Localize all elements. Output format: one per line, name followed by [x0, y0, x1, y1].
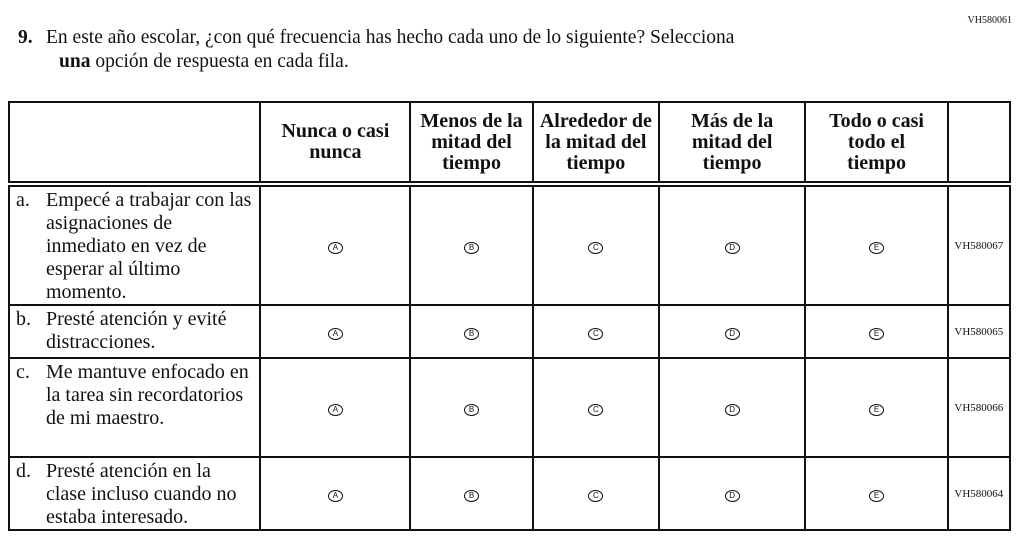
option-cell: C: [531, 456, 660, 531]
option-cell: E: [804, 456, 949, 531]
option-cell: E: [804, 357, 949, 458]
item-code: VH580065: [946, 304, 1012, 359]
statement-letter: a.: [16, 189, 30, 211]
statement-letter: b.: [16, 308, 31, 330]
header-blank: [7, 101, 262, 187]
radio-option-e[interactable]: E: [869, 403, 884, 416]
radio-option-c[interactable]: C: [588, 327, 604, 340]
statement-letter: d.: [16, 460, 31, 482]
header-option-e: Todo o casi todo el tiempo: [804, 101, 949, 187]
question-line2: opción de respuesta en cada fila.: [90, 51, 349, 72]
statement-cell: c. Me mantuve enfocado en la tarea sin re…: [7, 357, 262, 458]
question-emphasis: una: [59, 51, 91, 72]
table-row: c. Me mantuve enfocado en la tarea sin re…: [7, 357, 1012, 458]
radio-option-d[interactable]: D: [724, 241, 740, 254]
option-cell: D: [657, 183, 807, 306]
statement-text: Presté atención en la clase incluso cuan…: [46, 460, 237, 528]
header-code: [946, 101, 1012, 187]
radio-option-a[interactable]: A: [327, 327, 343, 340]
statement-text: Empecé a trabajar con las asignaciones d…: [46, 189, 252, 303]
option-cell: A: [259, 456, 412, 531]
option-cell: D: [657, 456, 807, 531]
question-code: VH580061: [967, 15, 1012, 26]
option-cell: E: [804, 304, 949, 359]
radio-option-c[interactable]: C: [588, 489, 604, 502]
question-number: 9.: [18, 27, 33, 48]
option-cell: C: [531, 357, 660, 458]
statement-cell: a. Empecé a trabajar con las asignaciones…: [7, 183, 262, 306]
statement-text: Me mantuve enfocado en la tarea sin reco…: [46, 361, 249, 429]
statement-cell: b. Presté atención y evité distracciones.: [7, 304, 262, 359]
option-cell: B: [409, 357, 534, 458]
table-row: d. Presté atención en la clase incluso cu…: [7, 456, 1012, 531]
option-cell: B: [409, 456, 534, 531]
option-cell: D: [657, 304, 807, 359]
radio-option-b[interactable]: B: [464, 403, 480, 416]
statement-letter: c.: [16, 361, 30, 383]
radio-option-d[interactable]: D: [724, 327, 740, 340]
header-option-d: Más de la mitad del tiempo: [657, 101, 807, 187]
radio-option-a[interactable]: A: [327, 241, 343, 254]
header-row: Nunca o casi nunca Menos de la mitad del…: [7, 101, 1012, 187]
option-cell: C: [531, 183, 660, 306]
radio-option-c[interactable]: C: [588, 403, 604, 416]
option-cell: A: [259, 183, 412, 306]
option-cell: B: [409, 183, 534, 306]
option-cell: E: [804, 183, 949, 306]
option-cell: C: [531, 304, 660, 359]
radio-option-b[interactable]: B: [464, 489, 480, 502]
table-row: b. Presté atención y evité distracciones.…: [7, 304, 1012, 359]
header-option-c: Alrededor de la mitad del tiempo: [531, 101, 660, 187]
question-line1: En este año escolar, ¿con qué frecuencia…: [46, 27, 735, 48]
radio-option-d[interactable]: D: [724, 403, 740, 416]
item-code: VH580067: [946, 183, 1012, 306]
item-code: VH580066: [946, 357, 1012, 458]
radio-option-e[interactable]: E: [869, 241, 884, 254]
option-cell: B: [409, 304, 534, 359]
radio-option-b[interactable]: B: [464, 241, 480, 254]
header-option-b: Menos de la mitad del tiempo: [409, 101, 534, 187]
radio-option-b[interactable]: B: [464, 327, 480, 340]
radio-option-e[interactable]: E: [869, 327, 884, 340]
question-prompt: 9. En este año escolar, ¿con qué frecuenc…: [18, 26, 734, 74]
radio-option-c[interactable]: C: [588, 241, 604, 254]
option-cell: A: [259, 357, 412, 458]
item-code: VH580064: [946, 456, 1012, 531]
table-row: a. Empecé a trabajar con las asignaciones…: [7, 183, 1012, 306]
statement-text: Presté atención y evité distracciones.: [46, 308, 227, 353]
radio-option-e[interactable]: E: [869, 489, 884, 502]
radio-option-d[interactable]: D: [724, 489, 740, 502]
option-cell: D: [657, 357, 807, 458]
option-cell: A: [259, 304, 412, 359]
radio-option-a[interactable]: A: [327, 489, 343, 502]
statement-cell: d. Presté atención en la clase incluso cu…: [7, 456, 262, 531]
radio-option-a[interactable]: A: [327, 403, 343, 416]
response-grid: Nunca o casi nunca Menos de la mitad del…: [7, 101, 1012, 531]
header-option-a: Nunca o casi nunca: [259, 101, 412, 187]
